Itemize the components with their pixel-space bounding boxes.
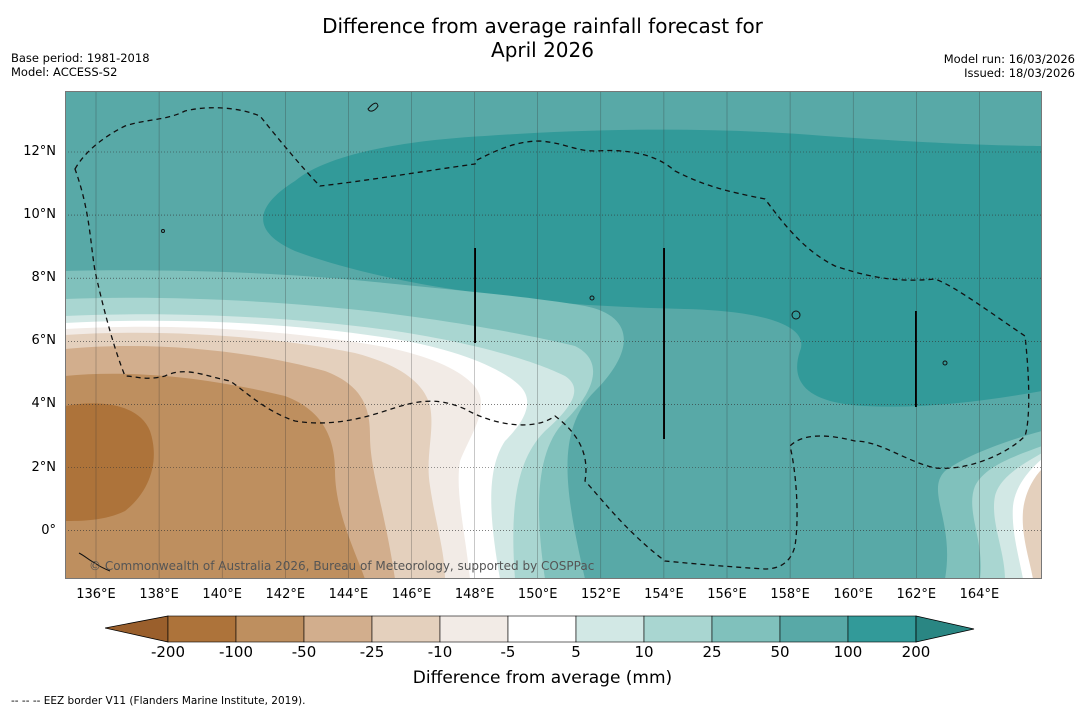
colorbar-tick-label: 10: [634, 643, 654, 661]
colorbar-tick-label: 5: [571, 643, 581, 661]
colorbar-tick-label: -50: [291, 643, 317, 661]
colorbar-swatch: [847, 615, 917, 643]
issued-date: Issued: 18/03/2026: [964, 66, 1075, 80]
island-outlines: [78, 102, 948, 572]
lon-label: 140°E: [202, 587, 242, 602]
lon-label: 150°E: [517, 587, 558, 602]
colorbar-swatch: [643, 615, 713, 643]
title-line-1: Difference from average rainfall forecas…: [322, 14, 763, 38]
colorbar-tick-label: -200: [150, 643, 186, 661]
colorbar-tick-label: -100: [218, 643, 254, 661]
lon-label: 162°E: [896, 587, 937, 602]
colorbar-tick-label: 200: [901, 643, 931, 661]
colorbar-tick-label: -25: [359, 643, 385, 661]
colorbar-swatch: [439, 615, 509, 643]
graticule: [65, 91, 1042, 579]
contour-neg200-neg100: [65, 403, 154, 521]
lat-label: 6°N: [31, 333, 57, 349]
lat-label: 2°N: [31, 459, 57, 475]
lon-label: 156°E: [707, 587, 747, 602]
colorbar-swatch: [371, 615, 441, 643]
contour-right-neg25-neg10: [1022, 469, 1042, 579]
lon-label: 144°E: [328, 587, 369, 602]
lon-label: 154°E: [644, 587, 684, 602]
lat-label: 10°N: [23, 207, 56, 223]
colorbar-swatch: [779, 615, 849, 643]
lon-label: 152°E: [581, 587, 621, 602]
lon-label: 148°E: [454, 587, 495, 602]
colorbar-swatch: [711, 615, 781, 643]
lat-label: 0°: [41, 522, 56, 538]
lon-label: 160°E: [833, 587, 873, 602]
model-name: Model: ACCESS-S2: [11, 65, 118, 79]
colorbar-tick-label: -10: [427, 643, 453, 661]
lat-label: 12°N: [23, 144, 56, 159]
colorbar-swatch: [575, 615, 645, 643]
eez-legend-note: -- -- -- EEZ border V11 (Flanders Marine…: [11, 695, 306, 707]
lat-label: 8°N: [31, 270, 57, 286]
title-line-2: April 2026: [491, 38, 594, 62]
eez-borders: [74, 107, 1030, 570]
contour-100-200: [263, 129, 1042, 407]
colorbar-tick-label: 100: [833, 643, 863, 661]
colorbar-title: Difference from average (mm): [412, 668, 673, 688]
copyright-notice: © Commonwealth of Australia 2026, Bureau…: [89, 559, 594, 573]
colorbar-extend-high: [915, 615, 975, 643]
colorbar-tick-label: -5: [500, 643, 516, 661]
map-title: Difference from average rainfall forecas…: [0, 14, 1085, 62]
colorbar-swatch: [303, 615, 373, 643]
base-period: Base period: 1981-2018: [11, 51, 150, 65]
colorbar-tick-label: 50: [770, 643, 790, 661]
lon-label: 136°E: [76, 587, 116, 602]
colorbar-tick-label: 25: [702, 643, 722, 661]
map-frame: [65, 91, 1042, 579]
colorbar-swatch: [167, 615, 237, 643]
lon-label: 164°E: [959, 587, 1000, 602]
model-run: Model run: 16/03/2026: [943, 52, 1075, 66]
lon-label: 158°E: [770, 587, 810, 602]
lon-label: 138°E: [139, 587, 179, 602]
colorbar: [105, 615, 975, 643]
colorbar-swatch: [235, 615, 305, 643]
run-info: Model run: 16/03/2026 Issued: 18/03/2026: [944, 52, 1075, 80]
lon-label: 142°E: [265, 587, 306, 602]
colorbar-extend-low: [105, 615, 169, 643]
colorbar-swatch: [507, 615, 577, 643]
lat-label: 4°N: [31, 396, 57, 412]
rainfall-map: © Commonwealth of Australia 2026, Bureau…: [65, 91, 1042, 579]
lon-label: 146°E: [391, 587, 432, 602]
base-period-info: Base period: 1981-2018 Model: ACCESS-S2: [11, 51, 150, 79]
